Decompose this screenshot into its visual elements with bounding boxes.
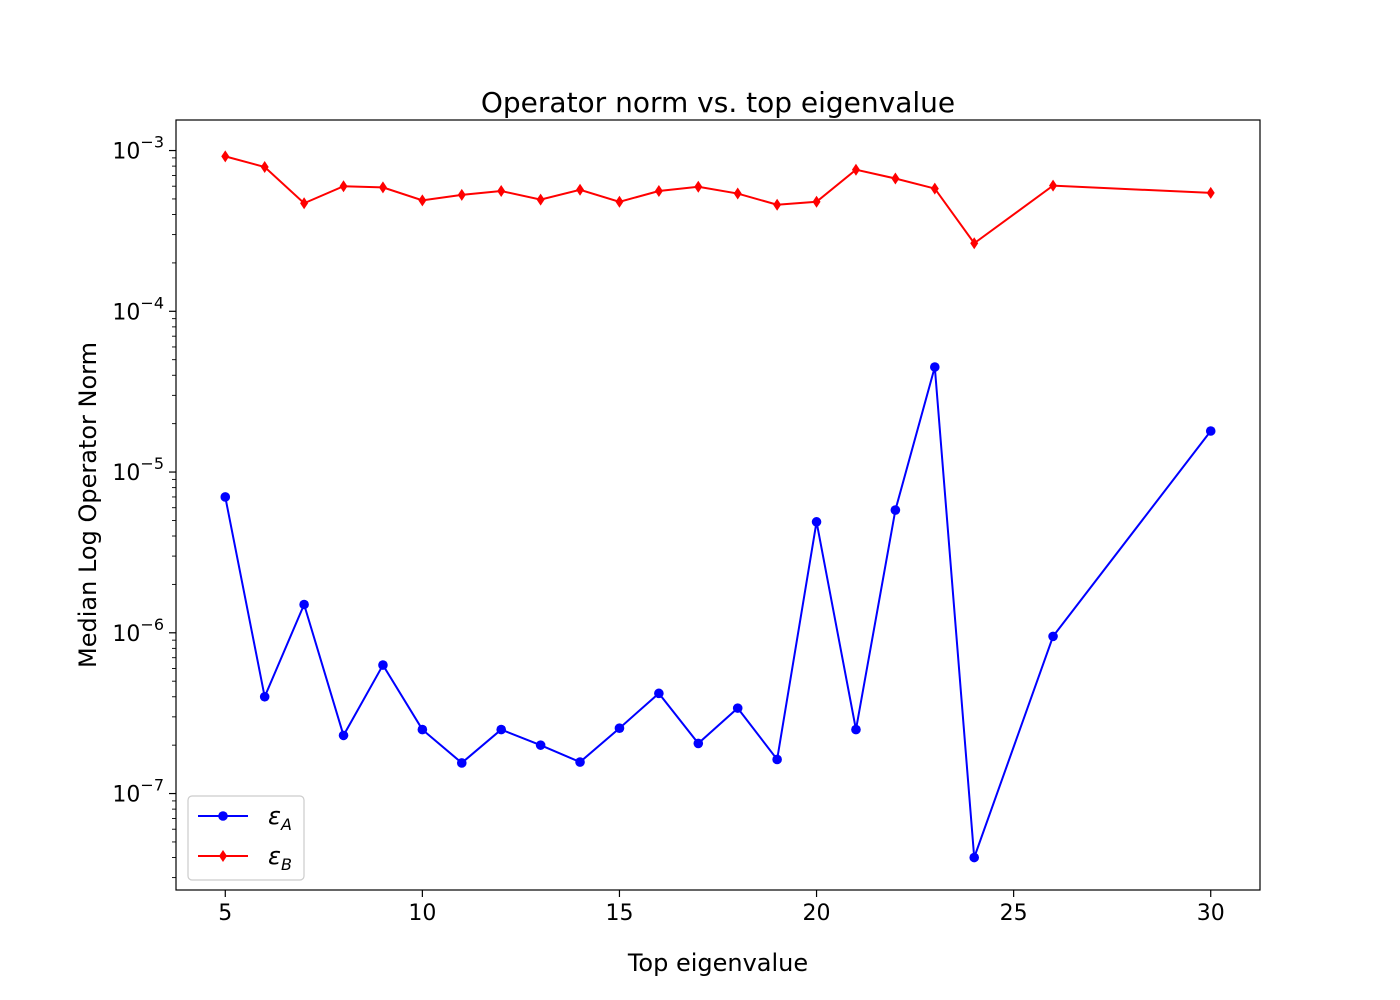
data-point xyxy=(378,181,387,194)
data-point xyxy=(457,188,466,201)
y-tick-exponent: −6 xyxy=(140,615,164,634)
data-point xyxy=(851,724,861,735)
data-point xyxy=(694,180,703,193)
data-point xyxy=(378,660,388,670)
legend-subscript: A xyxy=(280,815,292,834)
data-point xyxy=(496,724,507,735)
x-tick-label: 5 xyxy=(218,901,232,926)
series-line-epsilon-a xyxy=(224,366,1212,858)
y-tick-label: 10−4 xyxy=(112,293,164,325)
legend-symbol: ε xyxy=(268,842,281,870)
x-tick-label: 25 xyxy=(1000,901,1028,926)
y-tick-base: 10 xyxy=(112,300,140,325)
x-tick-label: 10 xyxy=(408,901,436,926)
data-point xyxy=(536,193,545,206)
y-tick-label: 10−6 xyxy=(112,615,164,647)
series-layer xyxy=(220,150,1216,863)
legend-swatch-marker xyxy=(218,811,228,821)
data-point xyxy=(417,724,428,735)
y-tick-exponent: −5 xyxy=(140,454,164,473)
y-tick-base: 10 xyxy=(112,461,140,486)
legend-label: εB xyxy=(268,842,292,874)
data-point xyxy=(615,195,624,208)
data-point xyxy=(772,754,782,765)
data-point xyxy=(614,723,625,733)
data-point xyxy=(1205,426,1216,436)
data-point xyxy=(339,180,348,193)
y-tick-label: 10−7 xyxy=(112,776,164,808)
x-tick-label: 15 xyxy=(605,901,633,926)
data-point xyxy=(693,738,704,749)
data-point xyxy=(220,492,231,502)
legend-swatch-marker xyxy=(219,850,227,862)
data-point xyxy=(497,185,506,198)
data-point xyxy=(851,163,860,176)
data-point xyxy=(260,160,269,173)
data-point xyxy=(733,187,742,200)
legend-label: εA xyxy=(268,802,292,834)
series-line-epsilon-b xyxy=(225,155,1211,245)
legend-symbol: ε xyxy=(268,802,281,830)
plot-area xyxy=(220,150,1216,863)
y-tick-exponent: −7 xyxy=(140,776,164,795)
data-point xyxy=(930,182,939,195)
data-point xyxy=(575,757,585,767)
y-tick-base: 10 xyxy=(112,140,140,165)
data-point xyxy=(338,730,349,741)
chart-title: Operator norm vs. top eigenvalue xyxy=(481,86,955,119)
data-point xyxy=(732,703,743,713)
data-point xyxy=(299,599,309,610)
x-tick-label: 20 xyxy=(803,901,831,926)
y-axis-label: Median Log Operator Norm xyxy=(74,342,102,668)
data-point xyxy=(221,150,230,163)
data-point xyxy=(930,362,940,372)
data-point xyxy=(812,195,821,208)
data-point xyxy=(418,194,427,207)
data-point xyxy=(1049,179,1058,192)
data-point xyxy=(890,505,901,515)
data-point xyxy=(259,691,270,702)
data-point xyxy=(456,758,467,768)
legend-subscript: B xyxy=(281,855,292,874)
y-tick-base: 10 xyxy=(112,622,140,647)
data-point xyxy=(1206,186,1215,199)
data-point xyxy=(300,197,309,210)
data-point xyxy=(970,237,979,250)
y-tick-label: 10−3 xyxy=(112,133,164,165)
data-point xyxy=(773,198,782,211)
data-point xyxy=(811,517,822,527)
plot-frame xyxy=(175,119,1261,891)
data-point xyxy=(576,183,585,196)
data-point xyxy=(1048,631,1058,642)
data-point xyxy=(654,185,663,198)
data-point xyxy=(654,688,664,699)
data-point xyxy=(969,852,980,863)
data-point xyxy=(535,740,546,750)
y-tick-exponent: −4 xyxy=(140,293,164,312)
y-tick-label: 10−5 xyxy=(112,454,164,486)
data-point xyxy=(891,172,900,185)
y-tick-base: 10 xyxy=(112,783,140,808)
y-tick-exponent: −3 xyxy=(140,133,164,152)
x-tick-label: 30 xyxy=(1197,901,1225,926)
x-axis-label: Top eigenvalue xyxy=(627,949,808,977)
